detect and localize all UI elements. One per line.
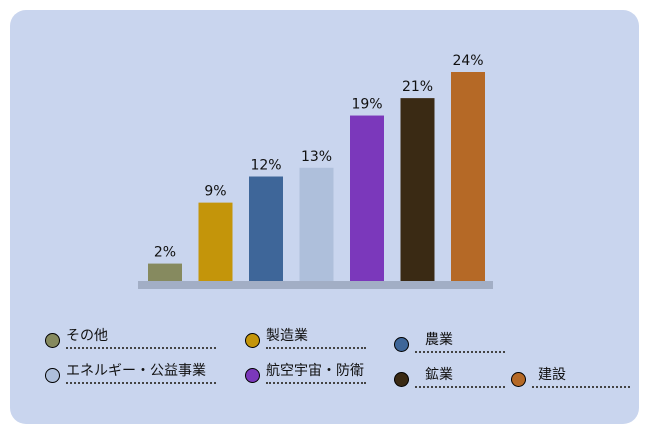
- bar-value-label-3: 13%: [301, 149, 332, 165]
- bar-1: [198, 202, 233, 281]
- bar-value-label-2: 12%: [250, 158, 281, 174]
- chart-baseline: [138, 281, 493, 289]
- bar-3: [299, 167, 334, 281]
- bar-value-label-1: 9%: [204, 184, 226, 200]
- bar-0: [148, 263, 182, 281]
- bar-value-label-4: 19%: [351, 97, 382, 113]
- bar-value-label-6: 24%: [452, 53, 483, 69]
- bar-2: [249, 176, 283, 281]
- bar-4: [350, 115, 384, 282]
- bar-5: [400, 98, 435, 281]
- bar-6: [451, 72, 485, 281]
- bar-value-label-0: 2%: [154, 245, 176, 261]
- bar-value-label-5: 21%: [402, 79, 433, 95]
